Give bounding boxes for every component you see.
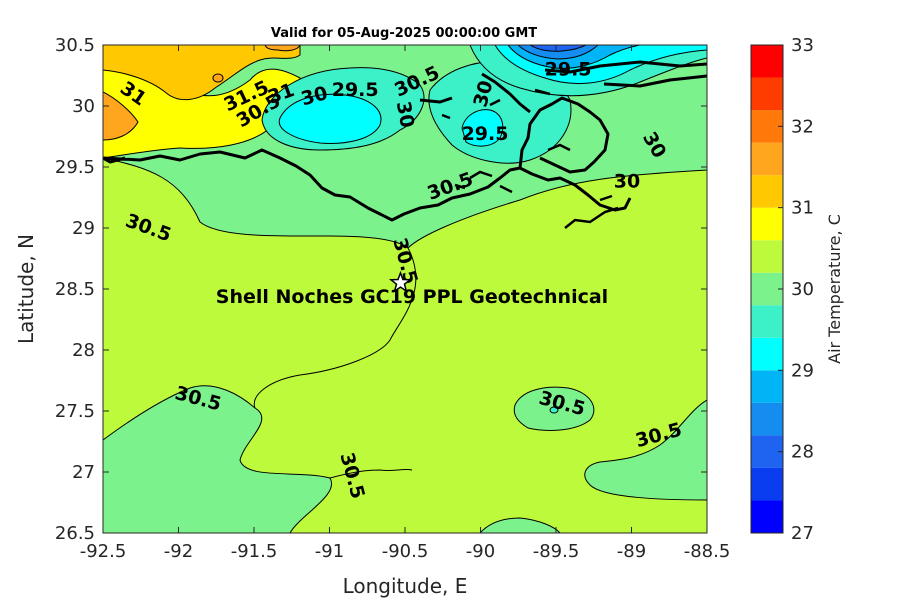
colorbar-swatch <box>751 370 783 403</box>
pocket-se <box>584 399 707 501</box>
map-title: Valid for 05-Aug-2025 00:00:00 GMT <box>271 26 537 41</box>
band-31-5-nw <box>103 45 301 101</box>
coastline <box>103 60 707 222</box>
x-tick-label: -91.5 <box>231 541 278 562</box>
colorbar-swatch <box>751 337 783 371</box>
band-32-nw <box>103 91 139 141</box>
colorbar-tick-label: 33 <box>791 35 814 56</box>
x-tick-label: -88.5 <box>684 541 731 562</box>
y-tick-label: 29 <box>72 218 95 239</box>
band-27-5-ne <box>529 45 587 52</box>
y-tick-label: 28 <box>72 340 95 361</box>
colorbar-swatch <box>751 402 783 436</box>
x-tick-label: -92.5 <box>80 541 127 562</box>
x-tick-label: -91 <box>315 541 344 562</box>
colorbar-swatch <box>751 272 783 306</box>
colorbar-tick-label: 29 <box>791 360 814 381</box>
band-29-east <box>461 109 504 147</box>
y-tick-label: 29.5 <box>55 157 95 178</box>
pocket-sw <box>103 385 333 533</box>
colorbar <box>751 45 783 533</box>
y-tick-label: 30 <box>72 96 95 117</box>
x-axis-label: Longitude, E <box>343 574 468 598</box>
site-marker <box>388 270 413 293</box>
colorbar-swatch <box>751 305 783 338</box>
star-icon <box>388 270 413 293</box>
y-tick-label: 27 <box>72 462 95 483</box>
colorbar-tick-label: 30 <box>791 279 814 300</box>
x-tick-label: -89 <box>617 541 646 562</box>
islands <box>441 88 619 229</box>
y-tick-label: 30.5 <box>55 35 95 56</box>
contour-30-5-mid <box>253 247 417 409</box>
colorbar-swatch <box>751 77 783 111</box>
cool-cell <box>549 406 559 414</box>
contour-label: 29.5 <box>545 58 592 80</box>
x-tick-label: -90.5 <box>382 541 429 562</box>
y-tick-label: 27.5 <box>55 401 95 422</box>
contour-label: 29.5 <box>332 79 379 101</box>
colorbar-swatch <box>751 240 783 273</box>
contour-label: 30 <box>392 100 418 130</box>
x-axis-ticks: -92.5 -92 -91.5 -91 -90.5 -90 -89.5 -89 -88.5 <box>80 45 731 562</box>
contour-label: 30 <box>614 171 640 193</box>
colorbar-swatch <box>751 467 783 501</box>
colorbar-tick-label: 28 <box>791 442 814 463</box>
temperature-field <box>103 45 707 533</box>
colorbar-swatch <box>751 45 783 78</box>
contour-30-5-sw <box>329 468 413 479</box>
colorbar-swatch <box>751 500 783 533</box>
x-tick-label: -92 <box>164 541 193 562</box>
x-tick-label: -90 <box>466 541 495 562</box>
colorbar-label: Air Temperature, C <box>825 214 844 364</box>
colorbar-swatch <box>751 110 783 143</box>
colorbar-tick-label: 31 <box>791 198 814 219</box>
colorbar-tick-label: 32 <box>791 116 814 137</box>
warm-cell <box>212 73 224 83</box>
contour-label: 29.5 <box>462 123 509 145</box>
colorbar-swatch <box>751 142 783 176</box>
site-label: Shell Noches GC19 PPL Geotechnical <box>216 286 608 308</box>
colorbar-swatch <box>751 435 783 468</box>
colorbar-tick-label: 27 <box>791 523 814 544</box>
y-axis-label: Latitude, N <box>14 234 38 344</box>
band-29-center <box>278 93 382 144</box>
colorbar-ticks: 27 28 29 30 31 32 33 <box>778 35 814 544</box>
x-tick-label: -89.5 <box>533 541 580 562</box>
band-32-n <box>264 45 301 52</box>
y-tick-label: 26.5 <box>55 523 95 544</box>
y-tick-label: 28.5 <box>55 279 95 300</box>
colorbar-swatch <box>751 207 783 241</box>
colorbar-swatch <box>751 175 783 208</box>
y-axis-ticks: 26.5 27 27.5 28 28.5 29 29.5 30 30.5 <box>55 35 707 544</box>
